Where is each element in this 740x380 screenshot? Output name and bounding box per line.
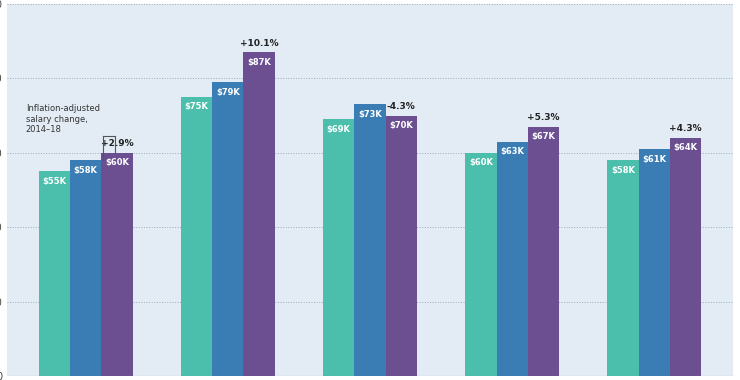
Bar [38, 171, 70, 376]
Text: $61K: $61K [642, 155, 667, 164]
Text: $60K: $60K [469, 158, 493, 167]
Text: $69K: $69K [327, 125, 351, 134]
Text: $63K: $63K [500, 147, 524, 156]
Bar [181, 97, 212, 376]
Text: $60K: $60K [105, 158, 129, 167]
Bar [497, 142, 528, 376]
Bar [608, 160, 639, 376]
Bar [386, 116, 417, 376]
Text: +10.1%: +10.1% [240, 39, 278, 48]
Text: $87K: $87K [247, 58, 271, 67]
Bar [639, 149, 670, 376]
Text: $70K: $70K [389, 121, 413, 130]
Text: $79K: $79K [216, 87, 240, 97]
Text: Inflation-adjusted
salary change,
2014–18: Inflation-adjusted salary change, 2014–1… [26, 105, 100, 134]
Text: -4.3%: -4.3% [387, 102, 416, 111]
Text: $55K: $55K [42, 177, 67, 186]
Bar [101, 153, 132, 376]
Text: $64K: $64K [673, 143, 698, 152]
Bar [528, 127, 559, 376]
Text: $75K: $75K [184, 103, 209, 111]
Text: +4.3%: +4.3% [670, 124, 702, 133]
Bar [323, 119, 354, 376]
Bar [354, 105, 386, 376]
Bar [670, 138, 702, 376]
Bar [465, 153, 497, 376]
Text: $58K: $58K [611, 166, 635, 175]
Text: +2.9%: +2.9% [101, 139, 133, 148]
Text: $73K: $73K [358, 110, 382, 119]
Bar [243, 52, 275, 376]
Text: $67K: $67K [531, 132, 556, 141]
Text: +5.3%: +5.3% [527, 113, 559, 122]
Bar [70, 160, 101, 376]
Bar [212, 82, 243, 376]
Text: $58K: $58K [74, 166, 98, 175]
